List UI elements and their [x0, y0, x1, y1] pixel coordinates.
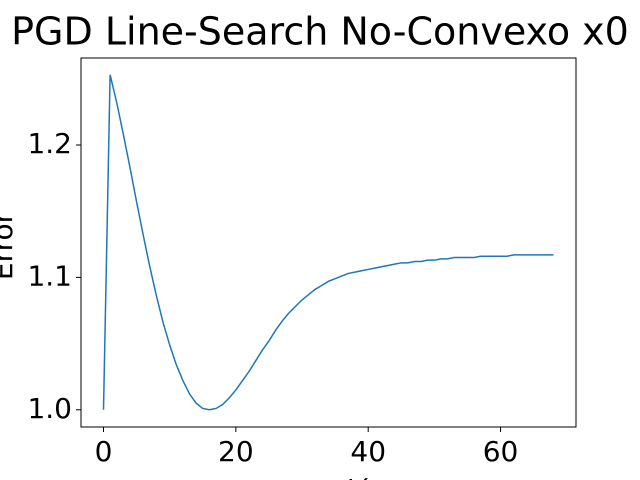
chart-title: PGD Line-Search No-Convexo x0	[11, 10, 629, 54]
y-tick-label: 1.2	[27, 127, 72, 160]
x-tick-label: 20	[218, 435, 254, 468]
data-line	[102, 74, 554, 411]
x-axis-label: Iteración	[266, 474, 389, 480]
y-tick-label: 1.0	[27, 392, 72, 425]
x-tick-label: 0	[95, 435, 113, 468]
plot-frame	[80, 57, 577, 428]
y-axis-label: Error	[0, 211, 19, 280]
x-tick-label: 60	[483, 435, 519, 468]
x-tick-label: 40	[350, 435, 386, 468]
y-tick-label: 1.1	[27, 259, 72, 292]
